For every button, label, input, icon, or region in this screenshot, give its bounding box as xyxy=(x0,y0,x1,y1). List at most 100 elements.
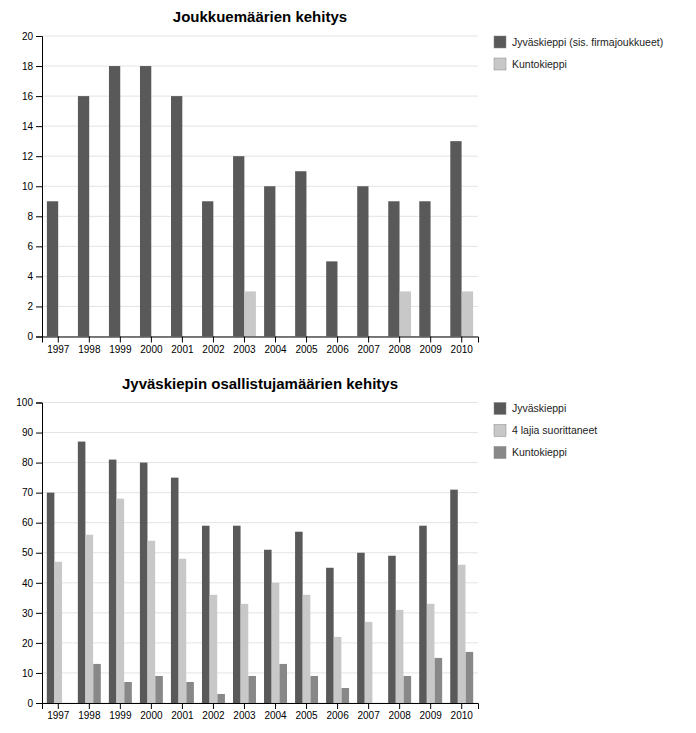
x-tick-label: 1998 xyxy=(78,710,101,721)
bar xyxy=(140,66,151,336)
x-axis: 1997199819992000200120022003200420052006… xyxy=(43,703,479,721)
y-tick-label: 20 xyxy=(22,31,34,42)
y-tick-label: 30 xyxy=(22,608,34,619)
x-tick: 1997 xyxy=(47,337,70,355)
y-tick: 50 xyxy=(22,547,42,558)
x-tick-mark xyxy=(306,703,307,709)
y-tick-mark xyxy=(36,673,42,674)
y-tick: 20 xyxy=(22,31,42,42)
y-tick: 80 xyxy=(22,457,42,468)
x-tick: 2000 xyxy=(140,337,163,355)
x-tick-mark xyxy=(461,703,462,709)
bar xyxy=(326,568,334,703)
legend-item: Kuntokieppi xyxy=(494,446,567,458)
y-axis-line xyxy=(36,403,43,704)
y-tick-mark xyxy=(36,403,42,404)
y-tick-mark xyxy=(36,643,42,644)
grid-line xyxy=(42,66,478,67)
y-tick: 30 xyxy=(22,608,42,619)
bar xyxy=(148,541,156,703)
y-tick: 0 xyxy=(27,698,42,709)
bar xyxy=(183,336,194,337)
bar xyxy=(233,526,241,703)
x-tick-label: 2010 xyxy=(451,344,474,355)
y-tick-label: 70 xyxy=(22,487,34,498)
chart-svg: 0246810121416182019971998199920002001200… xyxy=(0,0,696,733)
x-tick: 1999 xyxy=(109,337,132,355)
legend-swatch xyxy=(494,58,506,70)
bar xyxy=(295,171,306,336)
y-tick-mark xyxy=(36,216,42,217)
y-tick-mark xyxy=(36,66,42,67)
bar xyxy=(334,637,342,703)
grid xyxy=(42,403,478,704)
bar xyxy=(279,664,287,703)
chart-title: Joukkuemäärien kehitys xyxy=(173,8,347,25)
x-tick-mark xyxy=(368,703,369,709)
x-tick: 2000 xyxy=(140,703,163,721)
y-tick: 12 xyxy=(22,151,42,162)
bar xyxy=(217,694,225,703)
x-tick: 2003 xyxy=(233,337,256,355)
y-tick-label: 0 xyxy=(27,331,33,342)
y-tick: 10 xyxy=(22,181,42,192)
bar xyxy=(400,291,411,336)
x-tick: 2009 xyxy=(420,337,443,355)
y-tick-label: 6 xyxy=(27,241,33,252)
y-tick-mark xyxy=(36,186,42,187)
bar xyxy=(78,96,89,336)
x-tick-mark xyxy=(182,703,183,709)
x-tick-label: 2004 xyxy=(264,344,287,355)
x-tick-mark xyxy=(89,337,90,343)
y-tick-mark xyxy=(36,246,42,247)
x-tick-mark xyxy=(430,337,431,343)
x-tick-mark xyxy=(58,703,59,709)
bar xyxy=(462,291,473,336)
x-tick-mark xyxy=(182,337,183,343)
x-tick: 2010 xyxy=(451,337,474,355)
x-tick: 2008 xyxy=(389,337,412,355)
legend-label: Jyväskieppi xyxy=(512,402,566,414)
bar xyxy=(93,664,101,703)
x-axis-line xyxy=(43,704,479,710)
x-tick-mark xyxy=(275,703,276,709)
y-tick: 40 xyxy=(22,578,42,589)
x-tick-mark xyxy=(244,703,245,709)
y-tick-label: 14 xyxy=(22,121,34,132)
bar xyxy=(276,336,287,337)
bar-series xyxy=(245,291,474,336)
y-tick-label: 10 xyxy=(22,668,34,679)
x-tick-label: 2003 xyxy=(233,344,256,355)
bar xyxy=(435,658,443,703)
x-tick-label: 2008 xyxy=(389,344,412,355)
y-tick-label: 100 xyxy=(16,397,33,408)
y-tick-mark xyxy=(36,337,42,338)
grid-line xyxy=(42,276,478,277)
x-tick-label: 2005 xyxy=(295,344,318,355)
legend-item: 4 lajia suorittaneet xyxy=(494,424,597,436)
bar xyxy=(295,532,303,703)
bar xyxy=(369,336,380,337)
x-tick-label: 2002 xyxy=(202,344,225,355)
grid-line xyxy=(42,216,478,217)
bar xyxy=(342,688,350,703)
x-tick: 1998 xyxy=(78,703,101,721)
x-tick-label: 2007 xyxy=(357,344,380,355)
y-tick-label: 20 xyxy=(22,638,34,649)
bar xyxy=(466,652,474,703)
x-tick: 2010 xyxy=(451,703,474,721)
y-tick-label: 4 xyxy=(27,271,33,282)
x-tick-label: 2004 xyxy=(264,710,287,721)
x-tick-mark xyxy=(275,337,276,343)
chart-root: 0246810121416182019971998199920002001200… xyxy=(0,0,696,733)
y-tick: 100 xyxy=(16,397,42,408)
y-tick-mark xyxy=(36,613,42,614)
bar xyxy=(124,682,132,703)
y-tick: 20 xyxy=(22,638,42,649)
y-axis-line xyxy=(36,37,43,338)
x-tick: 2009 xyxy=(420,703,443,721)
bar xyxy=(450,141,461,336)
bar xyxy=(186,682,194,703)
x-tick-label: 2000 xyxy=(140,710,163,721)
bar xyxy=(89,336,100,337)
